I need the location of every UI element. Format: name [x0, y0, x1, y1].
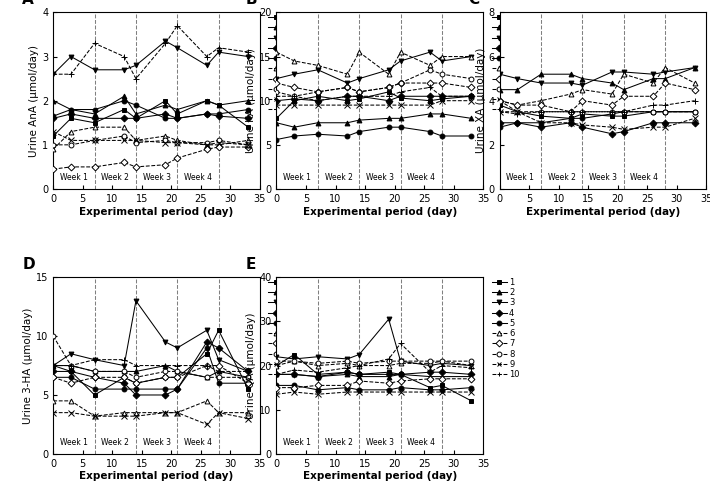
Text: Week 2: Week 2: [548, 173, 576, 182]
Text: Week 1: Week 1: [283, 173, 311, 182]
Text: Week 2: Week 2: [324, 173, 352, 182]
Text: Week 2: Week 2: [324, 438, 352, 447]
Text: Week 4: Week 4: [184, 173, 212, 182]
Text: Week 2: Week 2: [102, 173, 129, 182]
Text: Week 3: Week 3: [589, 173, 617, 182]
Y-axis label: Urine AnA (μmol/day): Urine AnA (μmol/day): [29, 45, 39, 157]
Text: C: C: [469, 0, 480, 7]
Legend: 1, 2, 3, 4, 5, 6, 7, 8, 9, 10: 1, 2, 3, 4, 5, 6, 7, 8, 9, 10: [268, 278, 296, 379]
Text: Week 1: Week 1: [283, 438, 311, 447]
Text: A: A: [22, 0, 34, 7]
Text: D: D: [22, 257, 35, 272]
Text: Week 2: Week 2: [102, 438, 129, 447]
Text: Week 4: Week 4: [630, 173, 658, 182]
Text: Week 3: Week 3: [366, 173, 394, 182]
Y-axis label: Urine QA (μmol/day): Urine QA (μmol/day): [246, 312, 256, 419]
Text: Week 4: Week 4: [408, 438, 435, 447]
Text: E: E: [246, 257, 256, 272]
Y-axis label: Urine XA (μmol/day): Urine XA (μmol/day): [476, 48, 486, 153]
Legend: 1, 2, 3, 4, 5, 6, 7, 8, 9, 10: 1, 2, 3, 4, 5, 6, 7, 8, 9, 10: [491, 13, 520, 114]
Text: Week 3: Week 3: [143, 438, 170, 447]
X-axis label: Experimental period (day): Experimental period (day): [80, 472, 234, 482]
Text: Week 3: Week 3: [366, 438, 394, 447]
Text: B: B: [246, 0, 257, 7]
Y-axis label: Urine 3-HA (μmol/day): Urine 3-HA (μmol/day): [23, 308, 33, 424]
Y-axis label: Urine KA (μmol/day): Urine KA (μmol/day): [246, 48, 256, 153]
Text: Week 4: Week 4: [184, 438, 212, 447]
X-axis label: Experimental period (day): Experimental period (day): [302, 207, 457, 217]
X-axis label: Experimental period (day): Experimental period (day): [302, 472, 457, 482]
Legend: 1, 2, 3, 4, 5, 6, 7, 8, 9, 10: 1, 2, 3, 4, 5, 6, 7, 8, 9, 10: [268, 13, 296, 114]
Text: Week 3: Week 3: [143, 173, 170, 182]
Legend: 1, 2, 3, 4, 5, 6, 7, 8, 9, 10: 1, 2, 3, 4, 5, 6, 7, 8, 9, 10: [491, 278, 520, 379]
Text: Week 1: Week 1: [60, 173, 88, 182]
X-axis label: Experimental period (day): Experimental period (day): [80, 207, 234, 217]
X-axis label: Experimental period (day): Experimental period (day): [526, 207, 680, 217]
Text: Week 4: Week 4: [408, 173, 435, 182]
Text: Week 1: Week 1: [506, 173, 535, 182]
Text: Week 1: Week 1: [60, 438, 88, 447]
